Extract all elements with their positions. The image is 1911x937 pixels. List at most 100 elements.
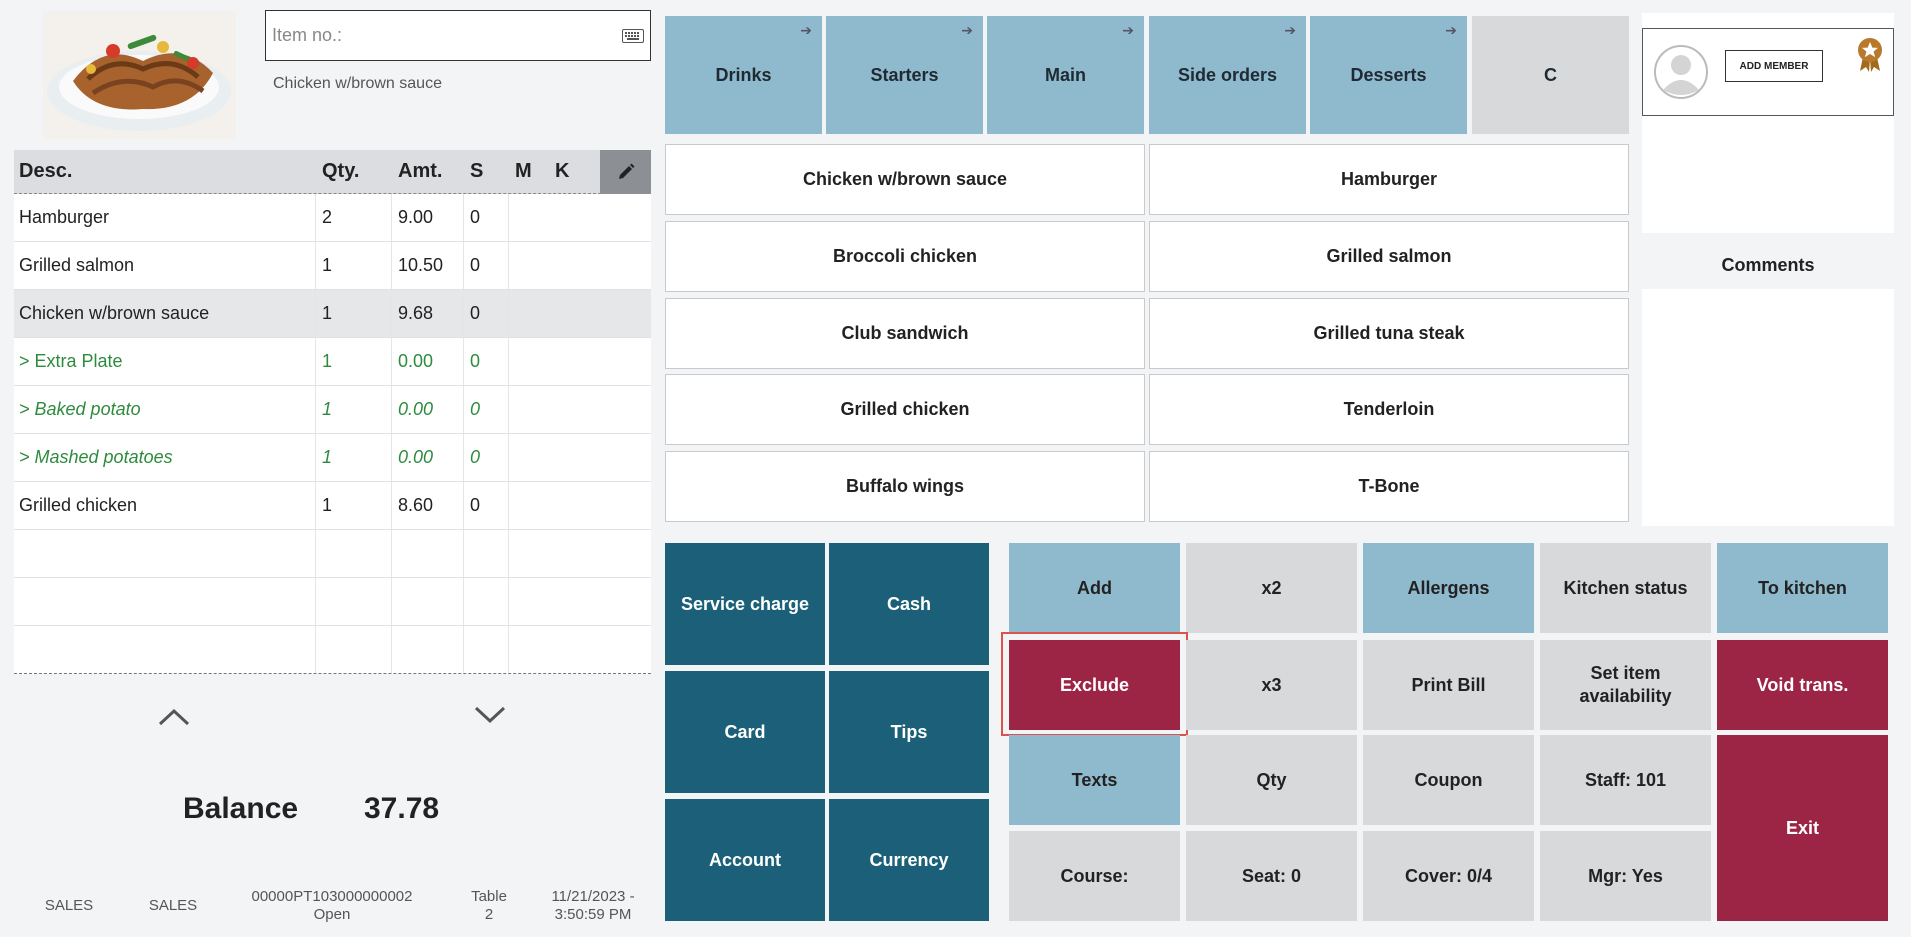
chevron-up-icon[interactable] xyxy=(158,708,190,726)
row-desc: Hamburger xyxy=(14,194,316,241)
seat-button[interactable]: Seat: 0 xyxy=(1186,831,1357,921)
keyboard-icon[interactable] xyxy=(622,29,644,43)
category-drinks[interactable]: ➔ Drinks xyxy=(665,16,822,134)
category-label: Side orders xyxy=(1177,64,1278,85)
row-desc: Chicken w/brown sauce xyxy=(14,290,316,337)
datetime-info: 11/21/2023 - 3:50:59 PM xyxy=(541,888,645,924)
staff-button[interactable]: Staff: 101 xyxy=(1540,735,1711,825)
row-seat: 0 xyxy=(464,290,509,337)
order-row[interactable]: Grilled chicken 1 8.60 0 xyxy=(14,482,651,530)
add-button[interactable]: Add xyxy=(1009,543,1180,633)
row-m xyxy=(509,242,549,289)
category-side-orders[interactable]: ➔ Side orders xyxy=(1149,16,1306,134)
order-row-selected[interactable]: Chicken w/brown sauce 1 9.68 0 xyxy=(14,290,651,338)
currency-button[interactable]: Currency xyxy=(829,799,989,921)
category-label: Drinks xyxy=(715,64,772,85)
header-s: S xyxy=(470,160,484,182)
table-label: Table xyxy=(471,888,507,905)
row-k xyxy=(549,434,589,481)
service-charge-button[interactable]: Service charge xyxy=(665,543,825,665)
chevron-down-icon[interactable] xyxy=(474,706,506,724)
row-amt: 8.60 xyxy=(392,482,464,529)
item-number-field[interactable] xyxy=(265,10,651,61)
to-kitchen-button[interactable]: To kitchen xyxy=(1717,543,1888,633)
manager-button[interactable]: Mgr: Yes xyxy=(1540,831,1711,921)
row-amt: 10.50 xyxy=(392,242,464,289)
menu-item-t-bone[interactable]: T-Bone xyxy=(1149,451,1629,522)
row-amt: 0.00 xyxy=(392,386,464,433)
kitchen-status-button[interactable]: Kitchen status xyxy=(1540,543,1711,633)
row-k xyxy=(549,194,589,241)
coupon-button[interactable]: Coupon xyxy=(1363,735,1534,825)
row-k xyxy=(549,386,589,433)
category-label: Desserts xyxy=(1350,64,1427,85)
order-row-modifier[interactable]: > Mashed potatoes 1 0.00 0 xyxy=(14,434,651,482)
row-m xyxy=(509,338,549,385)
header-desc: Desc. xyxy=(19,160,73,182)
row-seat: 0 xyxy=(464,386,509,433)
menu-item-grilled-salmon[interactable]: Grilled salmon xyxy=(1149,221,1629,292)
cover-button[interactable]: Cover: 0/4 xyxy=(1363,831,1534,921)
order-row[interactable]: Grilled salmon 1 10.50 0 xyxy=(14,242,651,290)
menu-item-chicken-brown-sauce[interactable]: Chicken w/brown sauce xyxy=(665,144,1145,215)
pencil-icon xyxy=(618,163,634,179)
menu-item-grilled-chicken[interactable]: Grilled chicken xyxy=(665,374,1145,445)
arrow-icon: ➔ xyxy=(1445,22,1457,38)
row-amt: 0.00 xyxy=(392,434,464,481)
row-m xyxy=(509,482,549,529)
menu-item-tenderloin[interactable]: Tenderloin xyxy=(1149,374,1629,445)
account-button[interactable]: Account xyxy=(665,799,825,921)
menu-item-club-sandwich[interactable]: Club sandwich xyxy=(665,298,1145,369)
order-row-empty xyxy=(14,530,651,578)
allergens-button[interactable]: Allergens xyxy=(1363,543,1534,633)
award-icon xyxy=(1858,38,1882,72)
row-seat: 0 xyxy=(464,242,509,289)
order-row-empty xyxy=(14,626,651,674)
row-qty: 1 xyxy=(316,482,392,529)
table-info: Table 2 xyxy=(463,888,515,924)
menu-item-hamburger[interactable]: Hamburger xyxy=(1149,144,1629,215)
row-k xyxy=(549,482,589,529)
set-item-availability-button[interactable]: Set item availability xyxy=(1540,640,1711,730)
category-c[interactable]: C xyxy=(1472,16,1629,134)
cash-button[interactable]: Cash xyxy=(829,543,989,665)
exclude-button[interactable]: Exclude xyxy=(1009,640,1180,730)
tips-button[interactable]: Tips xyxy=(829,671,989,793)
category-main[interactable]: ➔ Main xyxy=(987,16,1144,134)
x3-button[interactable]: x3 xyxy=(1186,640,1357,730)
row-desc: > Baked potato xyxy=(14,386,316,433)
void-transaction-button[interactable]: Void trans. xyxy=(1717,640,1888,730)
comments-area[interactable] xyxy=(1642,289,1894,526)
x2-button[interactable]: x2 xyxy=(1186,543,1357,633)
category-starters[interactable]: ➔ Starters xyxy=(826,16,983,134)
add-member-button[interactable]: ADD MEMBER xyxy=(1725,50,1823,82)
row-qty: 2 xyxy=(316,194,392,241)
exit-button[interactable]: Exit xyxy=(1717,735,1888,921)
date-text: 11/21/2023 - xyxy=(551,888,635,905)
row-k xyxy=(549,338,589,385)
category-desserts[interactable]: ➔ Desserts xyxy=(1310,16,1467,134)
row-desc: > Mashed potatoes xyxy=(14,434,316,481)
course-button[interactable]: Course: xyxy=(1009,831,1180,921)
status-mode-secondary: SALES xyxy=(148,897,198,914)
print-bill-button[interactable]: Print Bill xyxy=(1363,640,1534,730)
row-seat: 0 xyxy=(464,434,509,481)
menu-item-broccoli-chicken[interactable]: Broccoli chicken xyxy=(665,221,1145,292)
order-row[interactable]: Hamburger 2 9.00 0 xyxy=(14,194,651,242)
qty-button[interactable]: Qty xyxy=(1186,735,1357,825)
row-desc: > Extra Plate xyxy=(14,338,316,385)
header-amt: Amt. xyxy=(398,160,443,182)
edit-button[interactable] xyxy=(600,150,651,194)
texts-button[interactable]: Texts xyxy=(1009,735,1180,825)
order-row-modifier[interactable]: > Extra Plate 1 0.00 0 xyxy=(14,338,651,386)
item-number-input[interactable] xyxy=(266,11,650,60)
card-button[interactable]: Card xyxy=(665,671,825,793)
menu-item-buffalo-wings[interactable]: Buffalo wings xyxy=(665,451,1145,522)
row-qty: 1 xyxy=(316,434,392,481)
order-row-modifier[interactable]: > Baked potato 1 0.00 0 xyxy=(14,386,651,434)
menu-item-grilled-tuna-steak[interactable]: Grilled tuna steak xyxy=(1149,298,1629,369)
header-qty: Qty. xyxy=(322,160,360,182)
header-m: M xyxy=(515,160,532,182)
header-k: K xyxy=(555,160,570,182)
avatar-icon xyxy=(1654,45,1708,99)
